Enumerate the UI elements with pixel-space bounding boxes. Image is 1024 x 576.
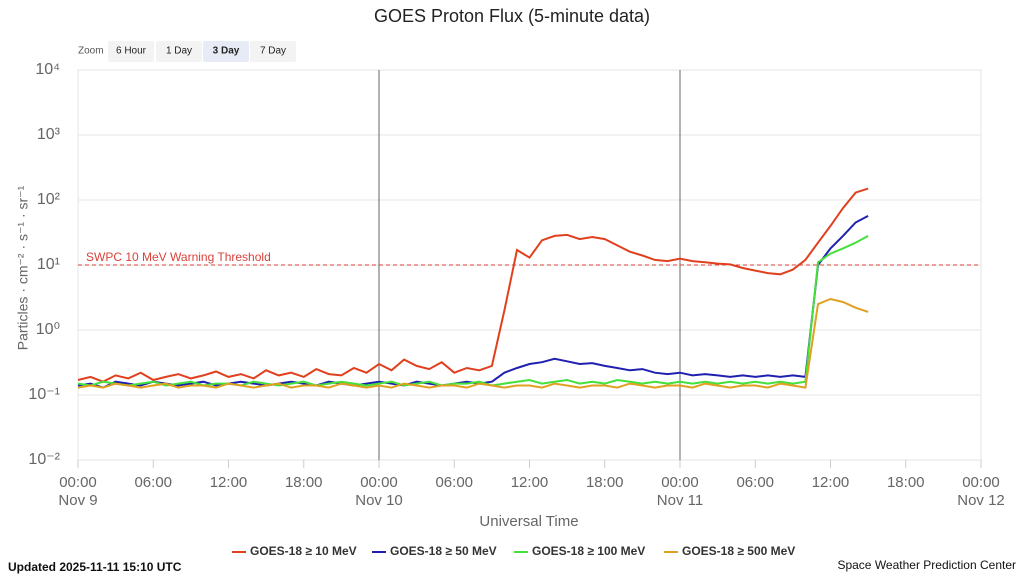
x-tick-label: 12:00 [812, 474, 850, 491]
y-tick-label: 10⁴ [35, 61, 60, 78]
x-tick-label: 06:00 [736, 474, 774, 491]
legend-label: GOES-18 ≥ 500 MeV [682, 544, 795, 558]
x-tick-label: 00:00 [360, 474, 398, 491]
updated-note: Updated 2025-11-11 15:10 UTC [8, 560, 182, 574]
legend-label: GOES-18 ≥ 100 MeV [532, 544, 645, 558]
zoom-button-label[interactable]: 1 Day [166, 46, 192, 57]
x-tick-label: 12:00 [511, 474, 549, 491]
y-tick-label: 10² [37, 191, 61, 208]
zoom-button[interactable] [156, 41, 202, 62]
threshold-label: SWPC 10 MeV Warning Threshold [86, 250, 271, 264]
x-tick-label: 06:00 [435, 474, 473, 491]
legend-label: GOES-18 ≥ 10 MeV [250, 544, 357, 558]
x-date-label: Nov 11 [657, 492, 703, 509]
y-tick-label: 10¹ [37, 256, 60, 273]
y-tick-label: 10⁻¹ [28, 386, 60, 403]
x-date-label: Nov 9 [58, 492, 97, 509]
x-tick-label: 12:00 [210, 474, 248, 491]
credit: Space Weather Prediction Center [837, 558, 1016, 572]
x-tick-label: 18:00 [285, 474, 323, 491]
x-tick-label: 00:00 [59, 474, 97, 491]
x-tick-label: 18:00 [887, 474, 925, 491]
x-date-label: Nov 10 [355, 492, 403, 509]
zoom-buttons: 6 Hour 1 Day 3 Day 7 Day [108, 41, 296, 62]
x-tick-label: 00:00 [661, 474, 699, 491]
series-line [77, 215, 869, 389]
zoom-button-label[interactable]: 7 Day [260, 46, 286, 57]
series-line [77, 297, 869, 389]
y-tick-label: 10⁻² [28, 451, 60, 468]
chart-title: GOES Proton Flux (5-minute data) [374, 6, 650, 26]
y-tick-label: 10³ [37, 126, 61, 143]
x-axis-title: Universal Time [479, 513, 578, 530]
x-date-label: Nov 12 [957, 492, 1005, 509]
x-tick-label: 18:00 [586, 474, 624, 491]
zoom-button[interactable] [203, 41, 249, 62]
zoom-label: Zoom [78, 46, 104, 57]
series-line [77, 235, 869, 387]
series-line [77, 187, 869, 383]
zoom-button[interactable] [250, 41, 296, 62]
legend-label: GOES-18 ≥ 50 MeV [390, 544, 497, 558]
zoom-button-label[interactable]: 3 Day [213, 46, 240, 57]
x-tick-label: 00:00 [962, 474, 1000, 491]
x-tick-label: 06:00 [134, 474, 172, 491]
zoom-button-label[interactable]: 6 Hour [116, 46, 147, 57]
y-axis-title: Particles · cm⁻² · s⁻¹ · sr⁻¹ [15, 185, 31, 350]
zoom-button[interactable] [108, 41, 154, 62]
y-tick-label: 10⁰ [36, 321, 60, 338]
